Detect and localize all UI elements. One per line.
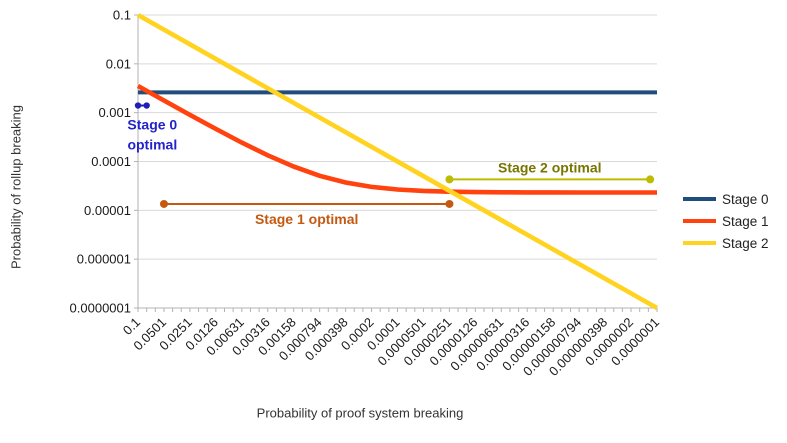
y-tick-label: 0.1 — [113, 8, 131, 23]
y-tick-label: 0.00001 — [84, 203, 131, 218]
y-tick-label: 0.0001 — [91, 154, 131, 169]
series-line-stage-1 — [136, 83, 657, 195]
stage-2-optimal-end-dot — [646, 175, 655, 184]
stage-0-optimal-label: Stage 0 — [127, 117, 177, 133]
legend-label-stage-1: Stage 1 — [722, 214, 769, 229]
y-tick-label: 0.0000001 — [70, 301, 131, 316]
legend-label-stage-0: Stage 0 — [722, 192, 769, 207]
stage-0-optimal-end-dot — [143, 102, 150, 109]
stage-0-optimal-label: optimal — [127, 137, 177, 153]
x-axis-title: Probability of proof system breaking — [256, 405, 464, 421]
y-tick-label: 0.001 — [98, 105, 131, 120]
legend-label-stage-2: Stage 2 — [722, 236, 769, 251]
stage-1-optimal-end-dot — [445, 199, 454, 208]
y-tick-label: 0.01 — [106, 56, 131, 71]
y-axis-title: Probability of rollup breaking — [8, 104, 24, 270]
series-line-stage-2 — [136, 12, 659, 311]
y-tick-label: 0.000001 — [77, 252, 131, 267]
stage-2-optimal-start-dot — [445, 175, 454, 184]
stage-1-optimal-label: Stage 1 optimal — [255, 211, 358, 227]
stage-0-optimal-start-dot — [134, 102, 142, 109]
stage-2-optimal-label: Stage 2 optimal — [498, 159, 601, 175]
stage-1-optimal-start-dot — [159, 199, 168, 208]
